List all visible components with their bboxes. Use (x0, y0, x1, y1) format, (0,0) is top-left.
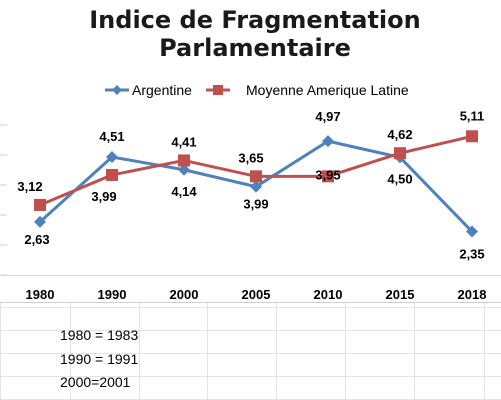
x-tick-label: 2018 (458, 287, 487, 302)
note-1980: 1980 = 1983 (60, 327, 139, 343)
point-marker-diamond (250, 180, 262, 193)
point-marker-square (466, 130, 478, 143)
data-label: 4,62 (387, 127, 412, 142)
point-marker-diamond (106, 151, 118, 163)
data-label: 4,51 (99, 129, 124, 144)
data-label: 4,41 (171, 134, 196, 149)
data-label: 4,14 (171, 184, 197, 199)
chart-title-line-2: Parlamentaire (159, 34, 351, 62)
chart-title-line-1: Indice de Fragmentation (89, 6, 420, 34)
note-1990: 1990 = 1991 (60, 351, 139, 367)
point-marker-diamond (178, 163, 190, 176)
x-tick-label: 1980 (26, 287, 55, 302)
point-marker-diamond (466, 225, 478, 238)
x-tick-label: 2015 (386, 287, 415, 302)
x-tick-label: 1990 (98, 287, 127, 302)
legend-marker-square (213, 85, 223, 95)
data-label: 4,97 (315, 109, 340, 124)
data-label: 3,99 (91, 189, 116, 204)
legend-label: Argentine (132, 82, 192, 98)
data-label: 3,65 (238, 150, 263, 165)
point-marker-square (106, 168, 118, 181)
point-marker-diamond (34, 215, 46, 228)
data-label: 3,99 (243, 197, 268, 212)
data-label: 3,95 (315, 167, 340, 182)
series-layer: 2,63 4,51 4,14 3,99 4,97 4,50 2,35 3,12 3,99 4,41… (17, 108, 484, 261)
x-tick-label: 2005 (242, 287, 271, 302)
note-2000: 2000=2001 (60, 374, 131, 390)
legend-marker-diamond (112, 85, 122, 95)
x-axis: 1980 1990 2000 2005 2010 2015 2018 (0, 124, 501, 302)
data-label: 4,50 (387, 171, 412, 186)
legend-label: Moyenne Amerique Latine (246, 82, 409, 98)
data-label: 2,63 (24, 232, 49, 247)
x-tick-label: 2010 (314, 287, 343, 302)
point-marker-square (322, 170, 334, 183)
point-marker-square (34, 198, 46, 211)
point-marker-square (394, 147, 406, 160)
chart-legend: Argentine Moyenne Amerique Latine (105, 82, 409, 98)
point-marker-square (250, 170, 262, 183)
x-tick-label: 2000 (170, 287, 199, 302)
data-label: 5,11 (460, 108, 485, 123)
chart-area (0, 0, 501, 302)
data-label: 2,35 (459, 247, 484, 262)
point-marker-diamond (322, 135, 334, 148)
point-marker-square (178, 154, 190, 167)
data-label: 3,12 (17, 179, 42, 194)
